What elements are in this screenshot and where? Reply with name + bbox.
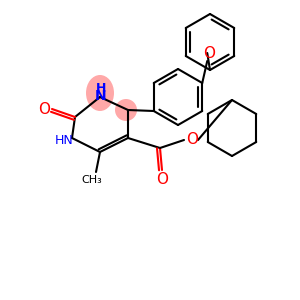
Text: CH₃: CH₃ bbox=[82, 175, 102, 185]
Text: H: H bbox=[96, 82, 106, 94]
Text: N: N bbox=[95, 89, 107, 103]
Ellipse shape bbox=[115, 99, 137, 121]
Text: HN: HN bbox=[55, 134, 74, 146]
Ellipse shape bbox=[86, 75, 114, 111]
Text: O: O bbox=[38, 101, 50, 116]
Text: O: O bbox=[186, 133, 198, 148]
Text: O: O bbox=[203, 46, 215, 61]
Text: O: O bbox=[156, 172, 168, 187]
